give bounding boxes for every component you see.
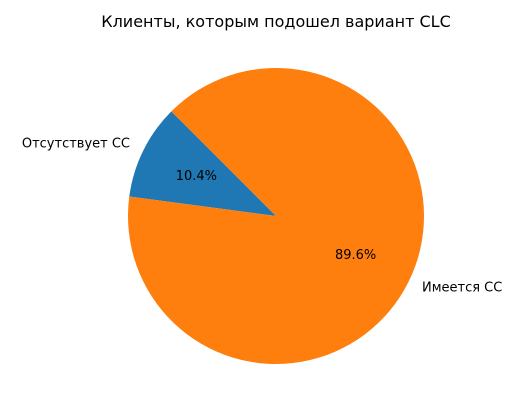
slice-label-0: Отсутствует CC	[22, 136, 130, 151]
pie-slices	[128, 68, 424, 364]
pie-slice-0	[129, 111, 276, 216]
slice-percent-0: 10.4%	[176, 169, 217, 184]
slice-label-1: Имеется CC	[422, 281, 502, 296]
slice-percent-1: 89.6%	[335, 248, 376, 263]
pie-labels: Отсутствует CC 10.4% Имеется CC 89.6%	[22, 136, 502, 295]
pie-slice-1	[128, 68, 424, 364]
chart-title: Клиенты, которым подошел вариант CLC	[101, 12, 451, 31]
